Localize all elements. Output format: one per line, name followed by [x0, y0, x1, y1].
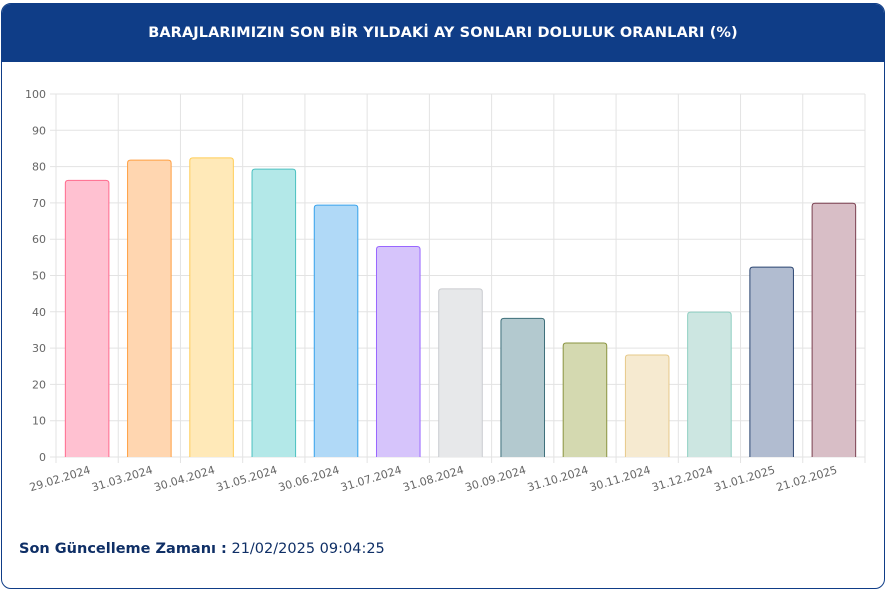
x-tick-label: 31.01.2025	[712, 463, 776, 494]
bar	[624, 354, 670, 457]
y-tick-label: 60	[32, 233, 46, 246]
bar	[687, 311, 732, 457]
x-tick-label: 30.11.2024	[588, 463, 652, 494]
x-tick-label: 29.02.2024	[28, 463, 92, 494]
bar	[313, 204, 359, 457]
bar	[749, 266, 794, 457]
x-tick-label: 31.03.2024	[90, 463, 154, 494]
x-tick-label: 31.05.2024	[215, 463, 279, 494]
bar	[500, 317, 546, 457]
chart-card: BARAJLARIMIZIN SON BİR YILDAKİ AY SONLAR…	[1, 3, 885, 589]
y-tick-label: 30	[32, 342, 46, 355]
y-tick-label: 20	[32, 378, 46, 391]
y-tick-label: 40	[32, 306, 46, 319]
chart-header: BARAJLARIMIZIN SON BİR YILDAKİ AY SONLAR…	[2, 4, 884, 62]
x-tick-label: 31.10.2024	[526, 463, 590, 494]
bar	[64, 179, 110, 457]
last-update: Son Güncelleme Zamanı : 21/02/2025 09:04…	[19, 541, 385, 557]
bar	[811, 202, 857, 457]
bar-chart: 0 10 20 30 40 50 60 70 80 90 100 29.02.202431.03.20…	[25, 88, 866, 494]
x-tick-label: 31.12.2024	[650, 463, 714, 494]
y-tick-label: 100	[25, 88, 46, 101]
bar	[438, 288, 483, 457]
x-tick-label: 30.09.2024	[464, 463, 528, 494]
bar	[189, 157, 234, 457]
x-tick-label: 30.04.2024	[152, 463, 216, 494]
bar	[375, 245, 421, 457]
x-tick-label: 31.08.2024	[401, 463, 465, 494]
y-tick-label: 80	[32, 161, 46, 174]
last-update-value: 21/02/2025 09:04:25	[231, 541, 385, 557]
x-tick-label: 21.02.2025	[775, 463, 839, 494]
last-update-label: Son Güncelleme Zamanı :	[19, 541, 227, 557]
y-tick-label: 50	[32, 270, 46, 283]
y-tick-label: 70	[32, 197, 46, 210]
y-tick-label: 90	[32, 124, 46, 137]
bar	[562, 342, 608, 457]
chart-title: BARAJLARIMIZIN SON BİR YILDAKİ AY SONLAR…	[148, 25, 738, 41]
y-tick-label: 10	[32, 415, 46, 428]
bar	[127, 159, 172, 457]
x-tick-label: 30.06.2024	[277, 463, 341, 494]
y-tick-label: 0	[39, 451, 46, 464]
chart-area: 0 10 20 30 40 50 60 70 80 90 100 29.02.2024 31.03.20…	[2, 62, 884, 532]
bar	[251, 168, 297, 457]
x-tick-label: 31.07.2024	[339, 463, 403, 494]
